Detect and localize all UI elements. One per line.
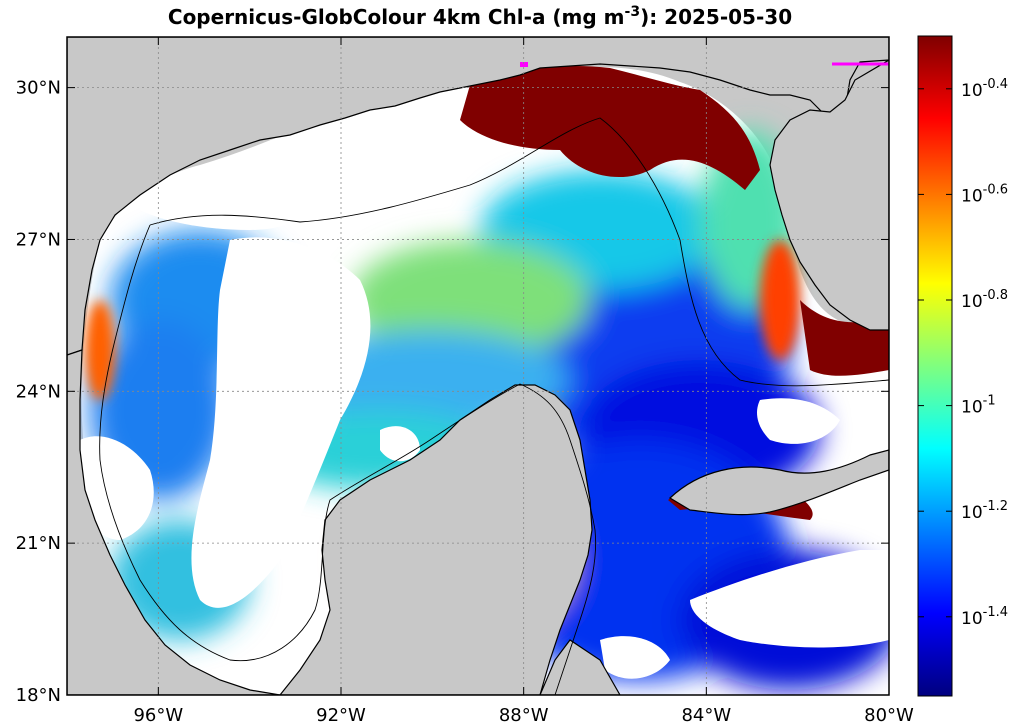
x-tick-label-1: 92°W bbox=[316, 705, 366, 726]
land-us-coast bbox=[67, 37, 889, 356]
y-tick-label-2: 24°N bbox=[16, 381, 61, 402]
land-cuba bbox=[669, 449, 889, 516]
y-tick-labels: 18°N 21°N 24°N 27°N 30°N bbox=[16, 78, 61, 706]
y-tick-label-4: 30°N bbox=[16, 78, 61, 99]
land-mexico-west bbox=[67, 349, 281, 695]
x-tick-label-0: 96°W bbox=[133, 705, 183, 726]
magenta-marker-small bbox=[520, 62, 528, 67]
colorbar-ticks: 10-0.4 10-0.6 10-0.8 10-1 10-1.2 10-1.4 bbox=[918, 77, 1008, 629]
x-tick-label-3: 84°W bbox=[681, 705, 731, 726]
cb-tick-label-0: 10-0.4 bbox=[961, 77, 1008, 101]
x-tick-label-4: 80°W bbox=[864, 705, 914, 726]
y-tick-label-1: 21°N bbox=[16, 533, 61, 554]
map-panel bbox=[67, 37, 889, 695]
y-tick-label-3: 27°N bbox=[16, 229, 61, 250]
map-title: Copernicus-GlobColour 4km Chl-a (mg m-3)… bbox=[168, 4, 792, 29]
cb-tick-label-1: 10-0.6 bbox=[961, 182, 1008, 206]
land-florida bbox=[769, 59, 889, 331]
cb-tick-label-3: 10-1 bbox=[961, 394, 996, 418]
frame-ticks bbox=[67, 37, 890, 696]
gridlines bbox=[67, 37, 889, 695]
high-chl-mississippi bbox=[460, 65, 760, 190]
cb-tick-label-2: 10-0.8 bbox=[961, 288, 1008, 312]
land-yucatan bbox=[279, 384, 593, 695]
high-chl-florida bbox=[800, 300, 889, 376]
shelf-contour bbox=[99, 117, 889, 695]
x-tick-label-2: 88°W bbox=[499, 705, 549, 726]
title-exponent: -3 bbox=[625, 4, 641, 20]
title-date: ): 2025-05-30 bbox=[640, 5, 792, 29]
colorbar bbox=[917, 35, 953, 697]
y-tick-label-0: 18°N bbox=[16, 685, 61, 706]
cb-tick-label-4: 10-1.2 bbox=[961, 499, 1008, 523]
land-masses bbox=[67, 37, 889, 695]
x-tick-labels: 96°W 92°W 88°W 84°W 80°W bbox=[133, 705, 914, 726]
cb-tick-label-5: 10-1.4 bbox=[961, 605, 1008, 629]
map-frame bbox=[66, 36, 890, 696]
